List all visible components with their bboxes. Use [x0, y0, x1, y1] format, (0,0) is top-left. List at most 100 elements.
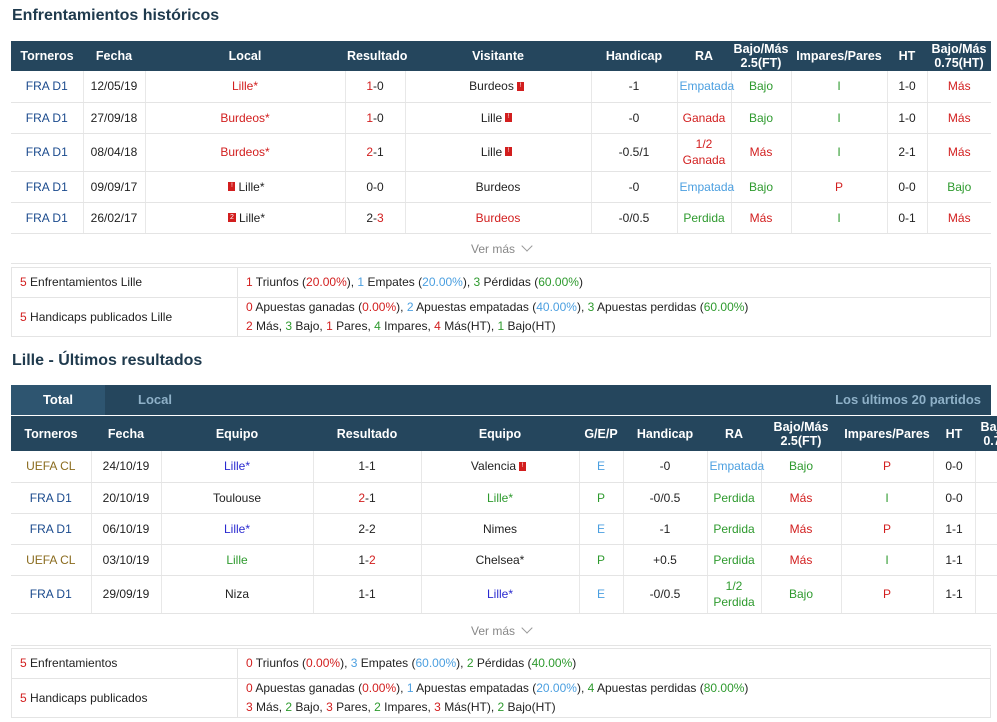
home-team[interactable]: Burdeos*	[145, 102, 346, 134]
home-team[interactable]: Toulouse	[161, 482, 314, 514]
away-team[interactable]: Burdeos!	[405, 71, 592, 103]
table-row[interactable]: UEFA CL 03/10/19 Lille 1-2 Chelsea* P +0…	[11, 544, 997, 576]
odd-even: P	[841, 451, 934, 483]
match-date: 03/10/19	[91, 544, 162, 576]
home-team[interactable]: ! Lille*	[145, 171, 346, 203]
ra-result: Perdida	[707, 544, 762, 576]
score[interactable]: 2-1	[313, 482, 422, 514]
col-torneros: Torneros	[11, 41, 83, 71]
ou-ht: Más	[975, 513, 997, 545]
table-row[interactable]: FRA D1 09/09/17 ! Lille* 0-0 Burdeos -0 E…	[11, 171, 991, 203]
table-row[interactable]: FRA D1 20/10/19 Toulouse 2-1 Lille* P -0…	[11, 482, 997, 514]
league-link[interactable]: FRA D1	[11, 202, 84, 234]
red-card-icon: !	[228, 181, 236, 191]
table-row[interactable]: FRA D1 08/04/18 Burdeos* 2-1 Lille! -0.5…	[11, 133, 991, 172]
league-link[interactable]: FRA D1	[11, 102, 84, 134]
ra-result: Perdida	[707, 482, 762, 514]
col-resultado: Resultado	[313, 416, 421, 451]
handicap-value: -1	[623, 513, 708, 545]
tab-local[interactable]: Local	[138, 392, 172, 407]
score[interactable]: 2-1	[345, 133, 406, 172]
table-row[interactable]: UEFA CL 24/10/19 Lille* 1-1 Valencia! E …	[11, 451, 997, 483]
odd-even: I	[791, 202, 888, 234]
home-team[interactable]: Lille*	[145, 71, 346, 103]
ht-score: 0-1	[887, 202, 928, 234]
red-card-icon: !	[519, 461, 527, 471]
score[interactable]: 1-1	[313, 451, 422, 483]
match-date: 26/02/17	[83, 202, 146, 234]
away-team[interactable]: Lille!	[405, 133, 592, 172]
ou-ft: Bajo	[731, 71, 792, 103]
table-row[interactable]: FRA D1 29/09/19 Niza 1-1 Lille* E -0/0.5…	[11, 575, 997, 614]
league-link[interactable]: FRA D1	[11, 133, 84, 172]
col-ou-ft: Bajo/Más 2.5(FT)	[731, 41, 791, 71]
score[interactable]: 1-2	[313, 544, 422, 576]
recent-results-table: Torneros Fecha Equipo Resultado Equipo G…	[11, 416, 997, 614]
home-team[interactable]: 2 Lille*	[145, 202, 346, 234]
score[interactable]: 2-3	[345, 202, 406, 234]
away-team[interactable]: Burdeos	[405, 171, 592, 203]
league-link[interactable]: FRA D1	[11, 71, 84, 103]
score[interactable]: 2-2	[313, 513, 422, 545]
handicap-value: -0	[623, 451, 708, 483]
league-link[interactable]: FRA D1	[11, 482, 92, 514]
odd-even: I	[791, 133, 888, 172]
ou-ft: Bajo	[761, 575, 842, 614]
score[interactable]: 1-1	[313, 575, 422, 614]
score[interactable]: 0-0	[345, 171, 406, 203]
ra-result: Perdida	[677, 202, 732, 234]
gep-result: P	[579, 544, 624, 576]
ou-ht: Más	[927, 71, 991, 103]
col-impares-pares: Impares/Pares	[791, 41, 887, 71]
ver-mas-button[interactable]: Ver más	[11, 616, 991, 646]
ou-ft: Bajo	[731, 102, 792, 134]
league-link[interactable]: UEFA CL	[11, 544, 92, 576]
last-matches-selector[interactable]: Los últimos 20 partidos	[835, 392, 981, 407]
handicap-value: -0.5/1	[591, 133, 678, 172]
ra-result: Empatada	[677, 71, 734, 103]
home-team[interactable]: Lille*	[161, 513, 314, 545]
away-team[interactable]: Valencia!	[421, 451, 580, 483]
away-team[interactable]: Chelsea*	[421, 544, 580, 576]
league-link[interactable]: FRA D1	[11, 575, 92, 614]
home-team[interactable]: Burdeos*	[145, 133, 346, 172]
col-fecha: Fecha	[83, 41, 145, 71]
home-team[interactable]: Lille*	[161, 451, 314, 483]
ou-ht: Más	[975, 575, 997, 614]
recent-summary: 5 Enfrentamientos 0 Triunfos (0.00%), 3 …	[11, 648, 991, 718]
ou-ft: Más	[731, 202, 792, 234]
h2h-summary: 5 Enfrentamientos Lille 1 Triunfos (20.0…	[11, 267, 991, 337]
league-link[interactable]: FRA D1	[11, 513, 92, 545]
table-row[interactable]: FRA D1 12/05/19 Lille* 1-0 Burdeos! -1 E…	[11, 71, 991, 103]
table-row[interactable]: FRA D1 06/10/19 Lille* 2-2 Nimes E -1 Pe…	[11, 513, 997, 545]
odd-even: I	[841, 482, 934, 514]
away-team[interactable]: Lille*	[421, 482, 580, 514]
ht-score: 1-0	[887, 71, 928, 103]
away-team[interactable]: Lille!	[405, 102, 592, 134]
tab-total[interactable]: Total	[11, 385, 105, 415]
gep-result: E	[579, 575, 624, 614]
score[interactable]: 1-0	[345, 71, 406, 103]
summary-label: 5 Handicaps publicados Lille	[11, 297, 238, 337]
col-gep: G/E/P	[579, 416, 623, 451]
col-ou-ht: Bajo/Más 0.75(HT)	[975, 416, 997, 451]
red-card-count-icon: 2	[227, 212, 236, 222]
league-link[interactable]: UEFA CL	[11, 451, 92, 483]
handicap-value: -0/0.5	[591, 202, 678, 234]
ht-score: 1-1	[933, 575, 976, 614]
handicap-value: -0	[591, 171, 678, 203]
ver-mas-button[interactable]: Ver más	[11, 234, 991, 264]
league-link[interactable]: FRA D1	[11, 171, 84, 203]
col-ra: RA	[677, 41, 731, 71]
home-team[interactable]: Niza	[161, 575, 314, 614]
table-row[interactable]: FRA D1 27/09/18 Burdeos* 1-0 Lille! -0 G…	[11, 102, 991, 134]
away-team[interactable]: Lille*	[421, 575, 580, 614]
score[interactable]: 1-0	[345, 102, 406, 134]
table-row[interactable]: FRA D1 26/02/17 2 Lille* 2-3 Burdeos -0/0…	[11, 202, 991, 234]
away-team[interactable]: Burdeos	[405, 202, 592, 234]
match-date: 27/09/18	[83, 102, 146, 134]
away-team[interactable]: Nimes	[421, 513, 580, 545]
odd-even: I	[841, 544, 934, 576]
results-tabbar: Total Local Los últimos 20 partidos	[11, 385, 991, 415]
home-team[interactable]: Lille	[161, 544, 314, 576]
